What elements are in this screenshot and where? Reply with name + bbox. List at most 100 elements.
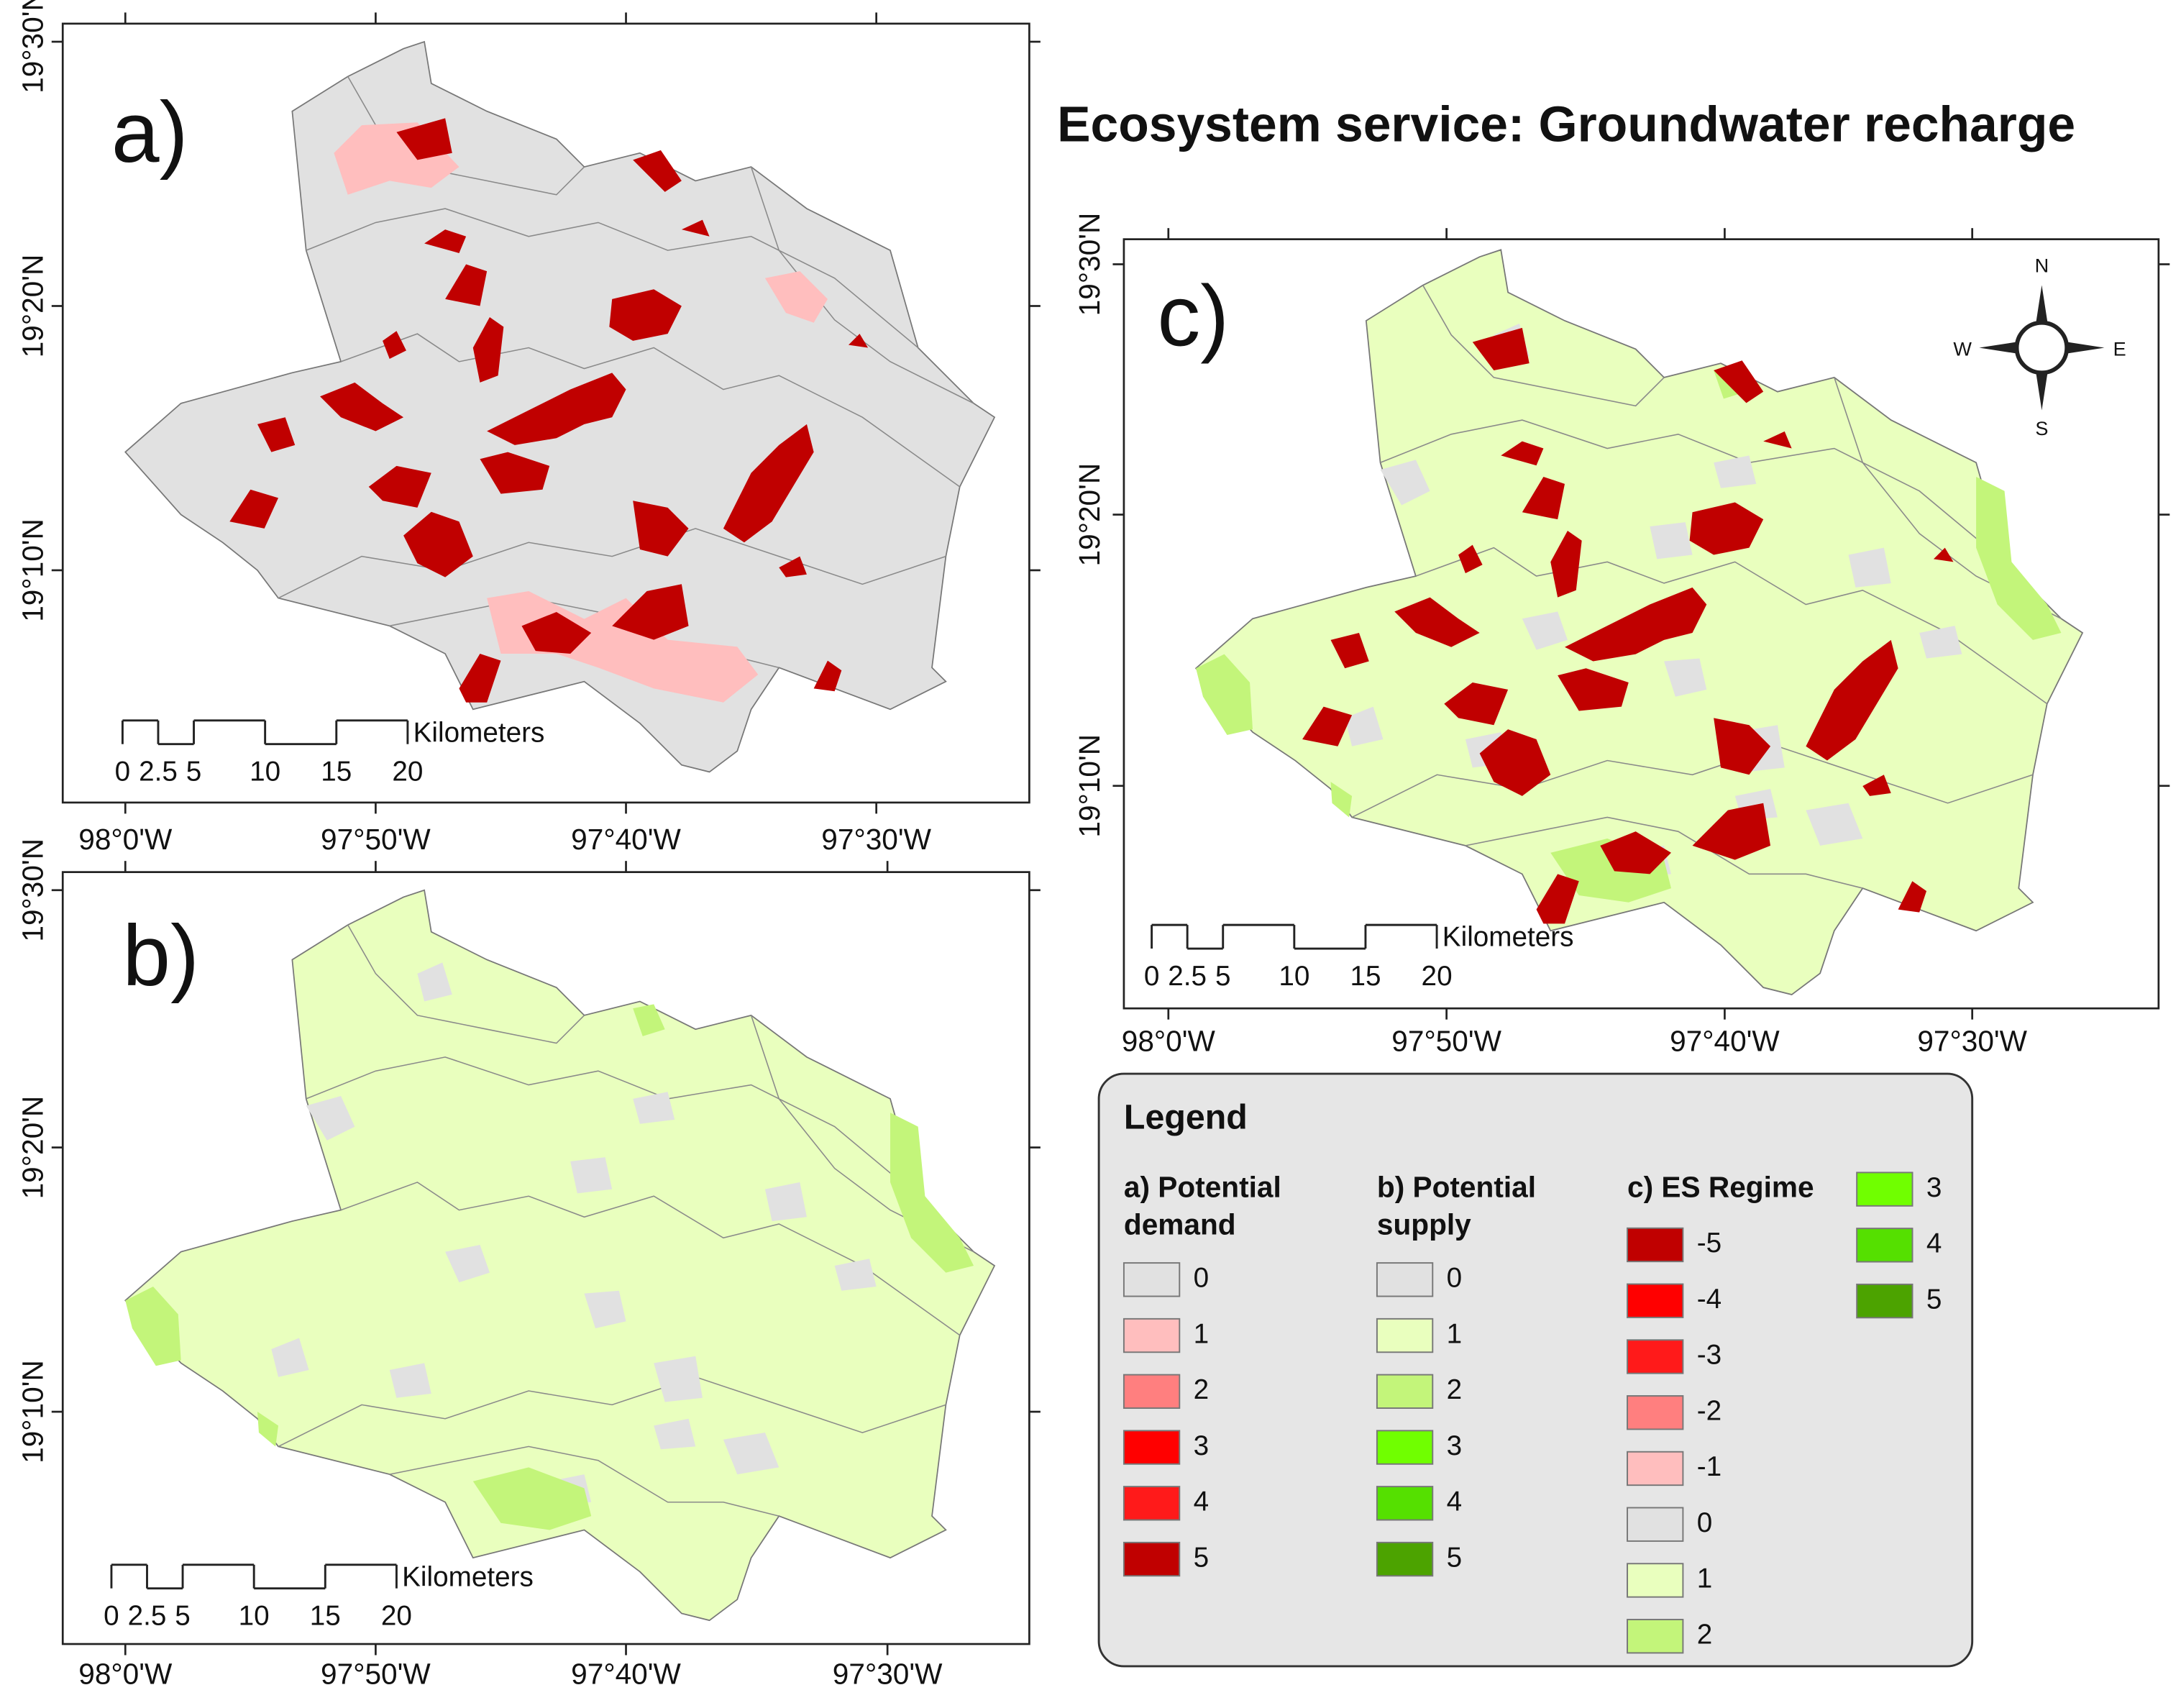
- legend-label: 1: [1447, 1318, 1463, 1349]
- legend-swatch: [1627, 1451, 1684, 1486]
- scale-label: 5: [175, 1601, 191, 1632]
- legend-box: [1097, 1072, 1974, 1668]
- lon-tick-label: 98°0'W: [78, 1657, 173, 1690]
- legend-swatch: [1627, 1563, 1684, 1598]
- legend-label: 2: [1194, 1374, 1210, 1405]
- lat-tick-label: 19°20'N: [16, 1096, 49, 1200]
- legend-swatch: [1376, 1541, 1434, 1577]
- lon-tick-label: 97°50'W: [321, 823, 431, 856]
- legend-swatch: [1122, 1374, 1181, 1409]
- lon-tick-label: 98°0'W: [1122, 1024, 1216, 1057]
- lon-tick-label: 97°30'W: [1917, 1024, 2027, 1057]
- legend-swatch: [1122, 1486, 1181, 1521]
- lon-tick-label: 97°30'W: [833, 1657, 943, 1690]
- scale-unit: Kilometers: [413, 717, 545, 748]
- legend-label: 4: [1447, 1486, 1463, 1517]
- scale-label: 20: [392, 757, 423, 787]
- legend-label: -4: [1697, 1284, 1722, 1315]
- lat-tick-label: 19°10'N: [16, 519, 49, 622]
- legend-group-title: b) Potential: [1377, 1170, 1536, 1203]
- legend-label: 2: [1697, 1619, 1713, 1650]
- legend-label: 0: [1447, 1263, 1463, 1294]
- legend-label: 4: [1926, 1228, 1942, 1259]
- legend-swatch: [1122, 1430, 1181, 1465]
- lon-tick-label: 97°50'W: [321, 1657, 431, 1690]
- panel-label: c): [1157, 268, 1229, 364]
- legend-swatch: [1627, 1395, 1684, 1430]
- scale-unit: Kilometers: [1442, 922, 1574, 953]
- legend-label: 3: [1926, 1172, 1942, 1203]
- scale-label: 0: [1144, 961, 1160, 992]
- lon-tick-label: 97°50'W: [1391, 1024, 1501, 1057]
- panel-label: a): [111, 84, 188, 181]
- lat-tick-label: 19°10'N: [1073, 734, 1106, 838]
- legend-swatch: [1376, 1430, 1434, 1465]
- legend-label: -2: [1697, 1395, 1722, 1426]
- lat-tick-label: 19°20'N: [16, 255, 49, 358]
- scale-label: 20: [381, 1601, 412, 1632]
- map-b: b) 98°0'W 97°50'W 97°40'W 97°30'W 19°30'N 19°2…: [16, 839, 1041, 1690]
- legend-swatch: [1122, 1317, 1181, 1353]
- legend-title: Legend: [1124, 1098, 1248, 1137]
- lat-tick-label: 19°30'N: [16, 839, 49, 942]
- legend-group-title: supply: [1377, 1208, 1471, 1241]
- compass: N S E W: [1953, 254, 2126, 439]
- legend-label: 5: [1194, 1542, 1210, 1573]
- legend-label: 0: [1697, 1507, 1713, 1538]
- scale-label: 10: [239, 1601, 270, 1632]
- legend-swatch: [1856, 1228, 1913, 1263]
- legend-group-title: a) Potential: [1124, 1170, 1281, 1203]
- lat-tick-label: 19°30'N: [1073, 213, 1106, 316]
- scale-label: 2.5: [1168, 961, 1207, 992]
- legend-swatch: [1627, 1339, 1684, 1374]
- legend-label: 5: [1926, 1284, 1942, 1315]
- lon-tick-label: 97°40'W: [571, 823, 681, 856]
- scale-label: 15: [310, 1601, 341, 1632]
- legend-label: -5: [1697, 1228, 1722, 1259]
- legend-swatch: [1627, 1619, 1684, 1654]
- legend-label: 3: [1447, 1430, 1463, 1461]
- scale-label: 20: [1422, 961, 1453, 992]
- legend-swatch: [1627, 1507, 1684, 1542]
- scale-label: 2.5: [139, 757, 178, 787]
- scale-label: 0: [115, 757, 131, 787]
- legend: Legend a) Potential demand 0 1 2 3 4 5 b) Potent…: [1097, 1072, 1974, 1668]
- legend-group-title: c) ES Regime: [1627, 1170, 1814, 1203]
- legend-group-title: demand: [1124, 1208, 1236, 1241]
- compass-s: S: [2035, 417, 2048, 439]
- scale-label: 10: [250, 757, 280, 787]
- legend-swatch: [1627, 1227, 1684, 1263]
- legend-label: -1: [1697, 1451, 1722, 1482]
- scale-label: 0: [104, 1601, 119, 1632]
- legend-label: 1: [1697, 1563, 1713, 1594]
- legend-label: 4: [1194, 1486, 1210, 1517]
- lat-tick-label: 19°10'N: [16, 1360, 49, 1463]
- legend-swatch: [1376, 1317, 1434, 1353]
- scale-label: 15: [321, 757, 352, 787]
- legend-swatch: [1627, 1283, 1684, 1318]
- lon-tick-label: 97°40'W: [1670, 1024, 1780, 1057]
- map-a: a) 98°0'W 97°50'W 97°40'W 97°30'W 19°30'N 19°2…: [16, 0, 1041, 856]
- scale-label: 5: [186, 757, 202, 787]
- legend-swatch: [1856, 1283, 1913, 1319]
- scale-label: 10: [1279, 961, 1309, 992]
- compass-e: E: [2113, 338, 2126, 360]
- lat-tick-label: 19°20'N: [1073, 463, 1106, 567]
- legend-label: 2: [1447, 1374, 1463, 1405]
- lat-tick-label: 19°30'N: [16, 0, 49, 93]
- scale-unit: Kilometers: [402, 1561, 534, 1592]
- scale-label: 15: [1350, 961, 1381, 992]
- compass-w: W: [1953, 338, 1972, 360]
- legend-swatch: [1376, 1486, 1434, 1521]
- legend-label: 5: [1447, 1542, 1463, 1573]
- panel-label: b): [122, 908, 199, 1004]
- lon-tick-label: 97°40'W: [571, 1657, 681, 1690]
- legend-label: 1: [1194, 1318, 1210, 1349]
- legend-label: 3: [1194, 1430, 1210, 1461]
- figure-title: Ecosystem service: Groundwater recharge: [1057, 96, 2075, 152]
- legend-swatch: [1122, 1541, 1181, 1577]
- compass-n: N: [2035, 254, 2049, 276]
- legend-label: 0: [1194, 1263, 1210, 1294]
